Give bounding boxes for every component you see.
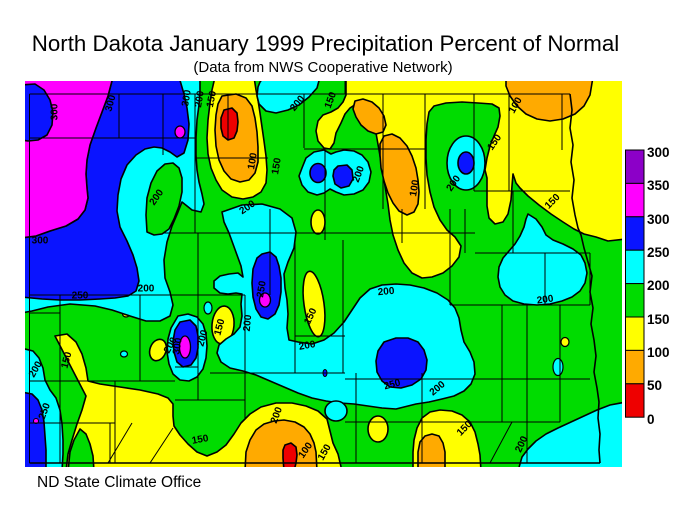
svg-text:150: 150 bbox=[212, 317, 227, 336]
svg-text:150: 150 bbox=[647, 312, 670, 327]
svg-text:350: 350 bbox=[647, 178, 670, 193]
svg-text:300: 300 bbox=[647, 145, 670, 160]
svg-text:300: 300 bbox=[50, 103, 61, 120]
svg-text:200: 200 bbox=[242, 314, 254, 332]
svg-text:200: 200 bbox=[298, 339, 317, 353]
svg-text:300: 300 bbox=[171, 337, 185, 356]
svg-text:300: 300 bbox=[180, 89, 194, 108]
svg-text:200: 200 bbox=[647, 278, 670, 293]
svg-text:250: 250 bbox=[647, 245, 670, 260]
svg-text:100: 100 bbox=[408, 179, 422, 198]
svg-text:150: 150 bbox=[205, 89, 219, 108]
svg-text:300: 300 bbox=[103, 93, 118, 112]
svg-text:300: 300 bbox=[32, 236, 49, 247]
svg-text:150: 150 bbox=[59, 350, 74, 369]
svg-text:100: 100 bbox=[246, 152, 260, 171]
svg-text:200: 200 bbox=[195, 328, 210, 347]
svg-text:250: 250 bbox=[255, 280, 269, 299]
svg-text:50: 50 bbox=[647, 378, 662, 393]
svg-text:200: 200 bbox=[138, 284, 155, 295]
svg-text:100: 100 bbox=[647, 345, 670, 360]
svg-text:0: 0 bbox=[647, 412, 655, 427]
svg-text:200: 200 bbox=[377, 286, 395, 298]
svg-text:150: 150 bbox=[191, 433, 210, 447]
svg-text:250: 250 bbox=[72, 291, 89, 302]
svg-text:150: 150 bbox=[270, 157, 284, 176]
svg-text:200: 200 bbox=[536, 293, 554, 306]
svg-text:250: 250 bbox=[383, 377, 402, 392]
svg-text:200: 200 bbox=[193, 90, 207, 109]
svg-text:300: 300 bbox=[647, 212, 670, 227]
